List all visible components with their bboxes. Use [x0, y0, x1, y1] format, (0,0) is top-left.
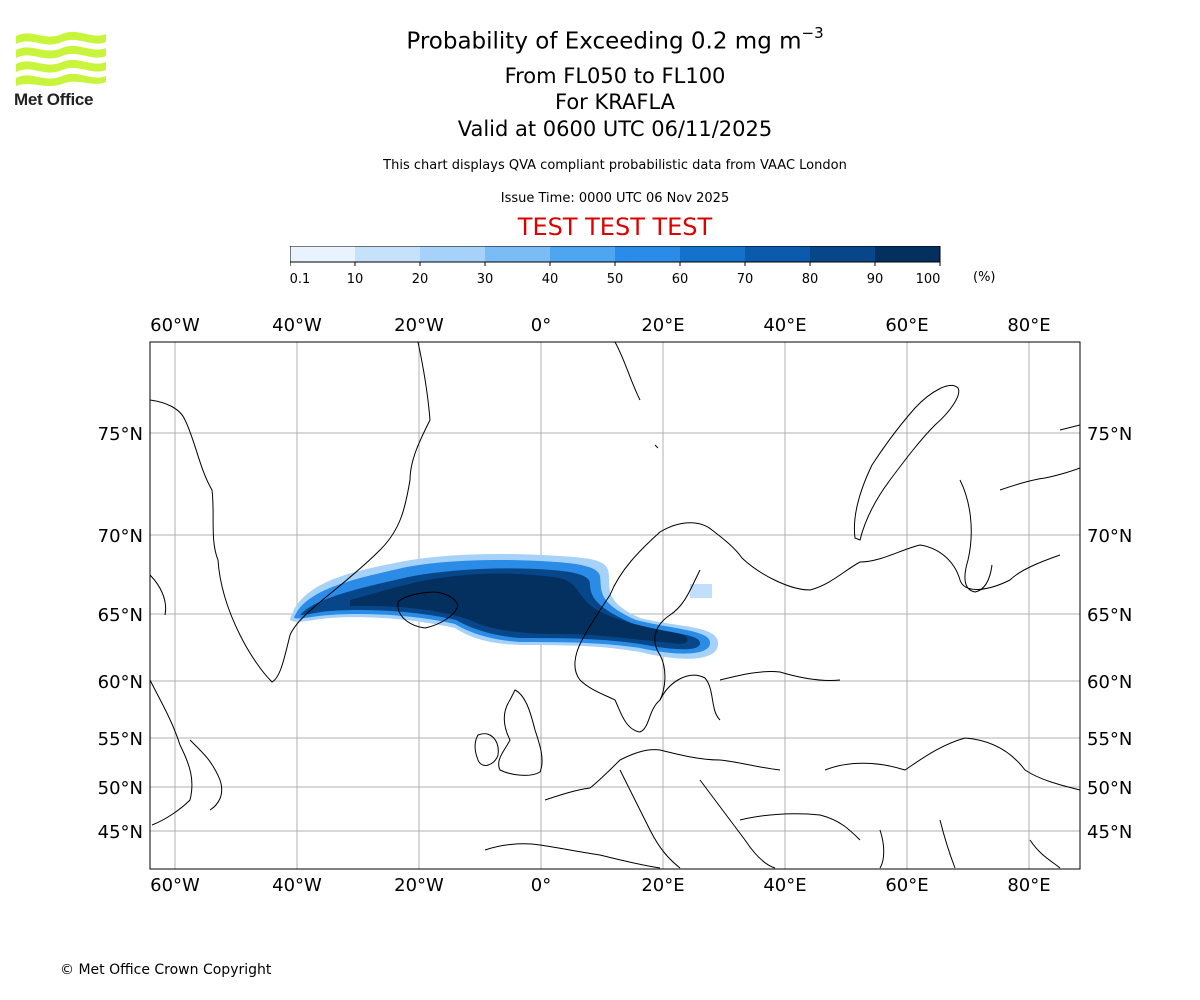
colorbar-segment [290, 246, 355, 262]
colorbar-tick-label: 100 [916, 272, 941, 287]
map: 60°W 40°W 20°W 0° 20°E 40°E 60°E 80°E 60°W 40°W 2… [0, 300, 1200, 900]
data-note: This chart displays QVA compliant probab… [0, 158, 1200, 173]
colorbar-segment [615, 246, 680, 262]
colorbar-tick-label: 30 [477, 272, 494, 287]
volcano-name: For KRAFLA [0, 90, 1200, 114]
colorbar-tick-label: 0.1 [290, 272, 310, 287]
colorbar-tick-label: 10 [347, 272, 364, 287]
colorbar-segment [810, 246, 875, 262]
longitude-label: 20°W [394, 315, 444, 336]
issue-time: Issue Time: 0000 UTC 06 Nov 2025 [0, 191, 1200, 206]
colorbar-segment [420, 246, 485, 262]
latitude-labels-left: 75°N 70°N 65°N 60°N 55°N 50°N 45°N [98, 424, 143, 843]
longitude-label: 0° [531, 875, 551, 896]
latitude-label: 50°N [1087, 778, 1132, 799]
longitude-label: 20°W [394, 875, 444, 896]
latitude-label: 60°N [98, 672, 143, 693]
longitude-label: 40°W [272, 315, 322, 336]
longitude-label: 60°W [150, 875, 200, 896]
colorbar-tick-label: 40 [542, 272, 559, 287]
colorbar-segment [550, 246, 615, 262]
longitude-labels-top: 60°W 40°W 20°W 0° 20°E 40°E 60°E 80°E [150, 315, 1050, 336]
colorbar: 0.1 10 20 30 40 50 60 70 80 90 100 [290, 246, 950, 291]
colorbar-segment [680, 246, 745, 262]
colorbar-tick-label: 70 [737, 272, 754, 287]
longitude-label: 60°E [885, 875, 928, 896]
latitude-labels-right: 75°N 70°N 65°N 60°N 55°N 50°N 45°N [1087, 424, 1132, 843]
colorbar-unit: (%) [973, 270, 996, 285]
longitude-label: 20°E [641, 875, 684, 896]
colorbar-tick-label: 50 [607, 272, 624, 287]
longitude-label: 60°W [150, 315, 200, 336]
latitude-label: 45°N [98, 822, 143, 843]
latitude-label: 75°N [1087, 424, 1132, 445]
latitude-label: 65°N [1087, 605, 1132, 626]
colorbar-tick-label: 20 [412, 272, 429, 287]
longitude-label: 40°E [763, 315, 806, 336]
copyright: © Met Office Crown Copyright [60, 962, 271, 978]
latitude-label: 45°N [1087, 822, 1132, 843]
latitude-label: 75°N [98, 424, 143, 445]
longitude-label: 80°E [1007, 315, 1050, 336]
flight-level-range: From FL050 to FL100 [0, 64, 1200, 88]
chart-title: Probability of Exceeding 0.2 mg m−3 [0, 26, 1200, 55]
longitude-label: 20°E [641, 315, 684, 336]
colorbar-tick-label: 80 [802, 272, 819, 287]
latitude-label: 55°N [1087, 729, 1132, 750]
longitude-label: 40°E [763, 875, 806, 896]
longitude-labels-bottom: 60°W 40°W 20°W 0° 20°E 40°E 60°E 80°E [150, 875, 1050, 896]
ash-probability-plume [290, 554, 718, 659]
latitude-label: 55°N [98, 729, 143, 750]
chart-title-exponent: −3 [802, 24, 824, 42]
valid-time: Valid at 0600 UTC 06/11/2025 [0, 117, 1200, 141]
latitude-label: 70°N [98, 526, 143, 547]
colorbar-segment [355, 246, 420, 262]
chart-title-text: Probability of Exceeding 0.2 mg m [406, 29, 801, 55]
latitude-label: 70°N [1087, 526, 1132, 547]
longitude-label: 80°E [1007, 875, 1050, 896]
latitude-label: 65°N [98, 605, 143, 626]
latitude-label: 50°N [98, 778, 143, 799]
longitude-label: 60°E [885, 315, 928, 336]
latitude-label: 60°N [1087, 672, 1132, 693]
colorbar-segment [875, 246, 940, 262]
colorbar-tick-label: 90 [867, 272, 884, 287]
colorbar-tick-label: 60 [672, 272, 689, 287]
longitude-label: 0° [531, 315, 551, 336]
colorbar-segment [745, 246, 810, 262]
test-banner: TEST TEST TEST [0, 213, 1200, 241]
colorbar-segment [485, 246, 550, 262]
longitude-label: 40°W [272, 875, 322, 896]
